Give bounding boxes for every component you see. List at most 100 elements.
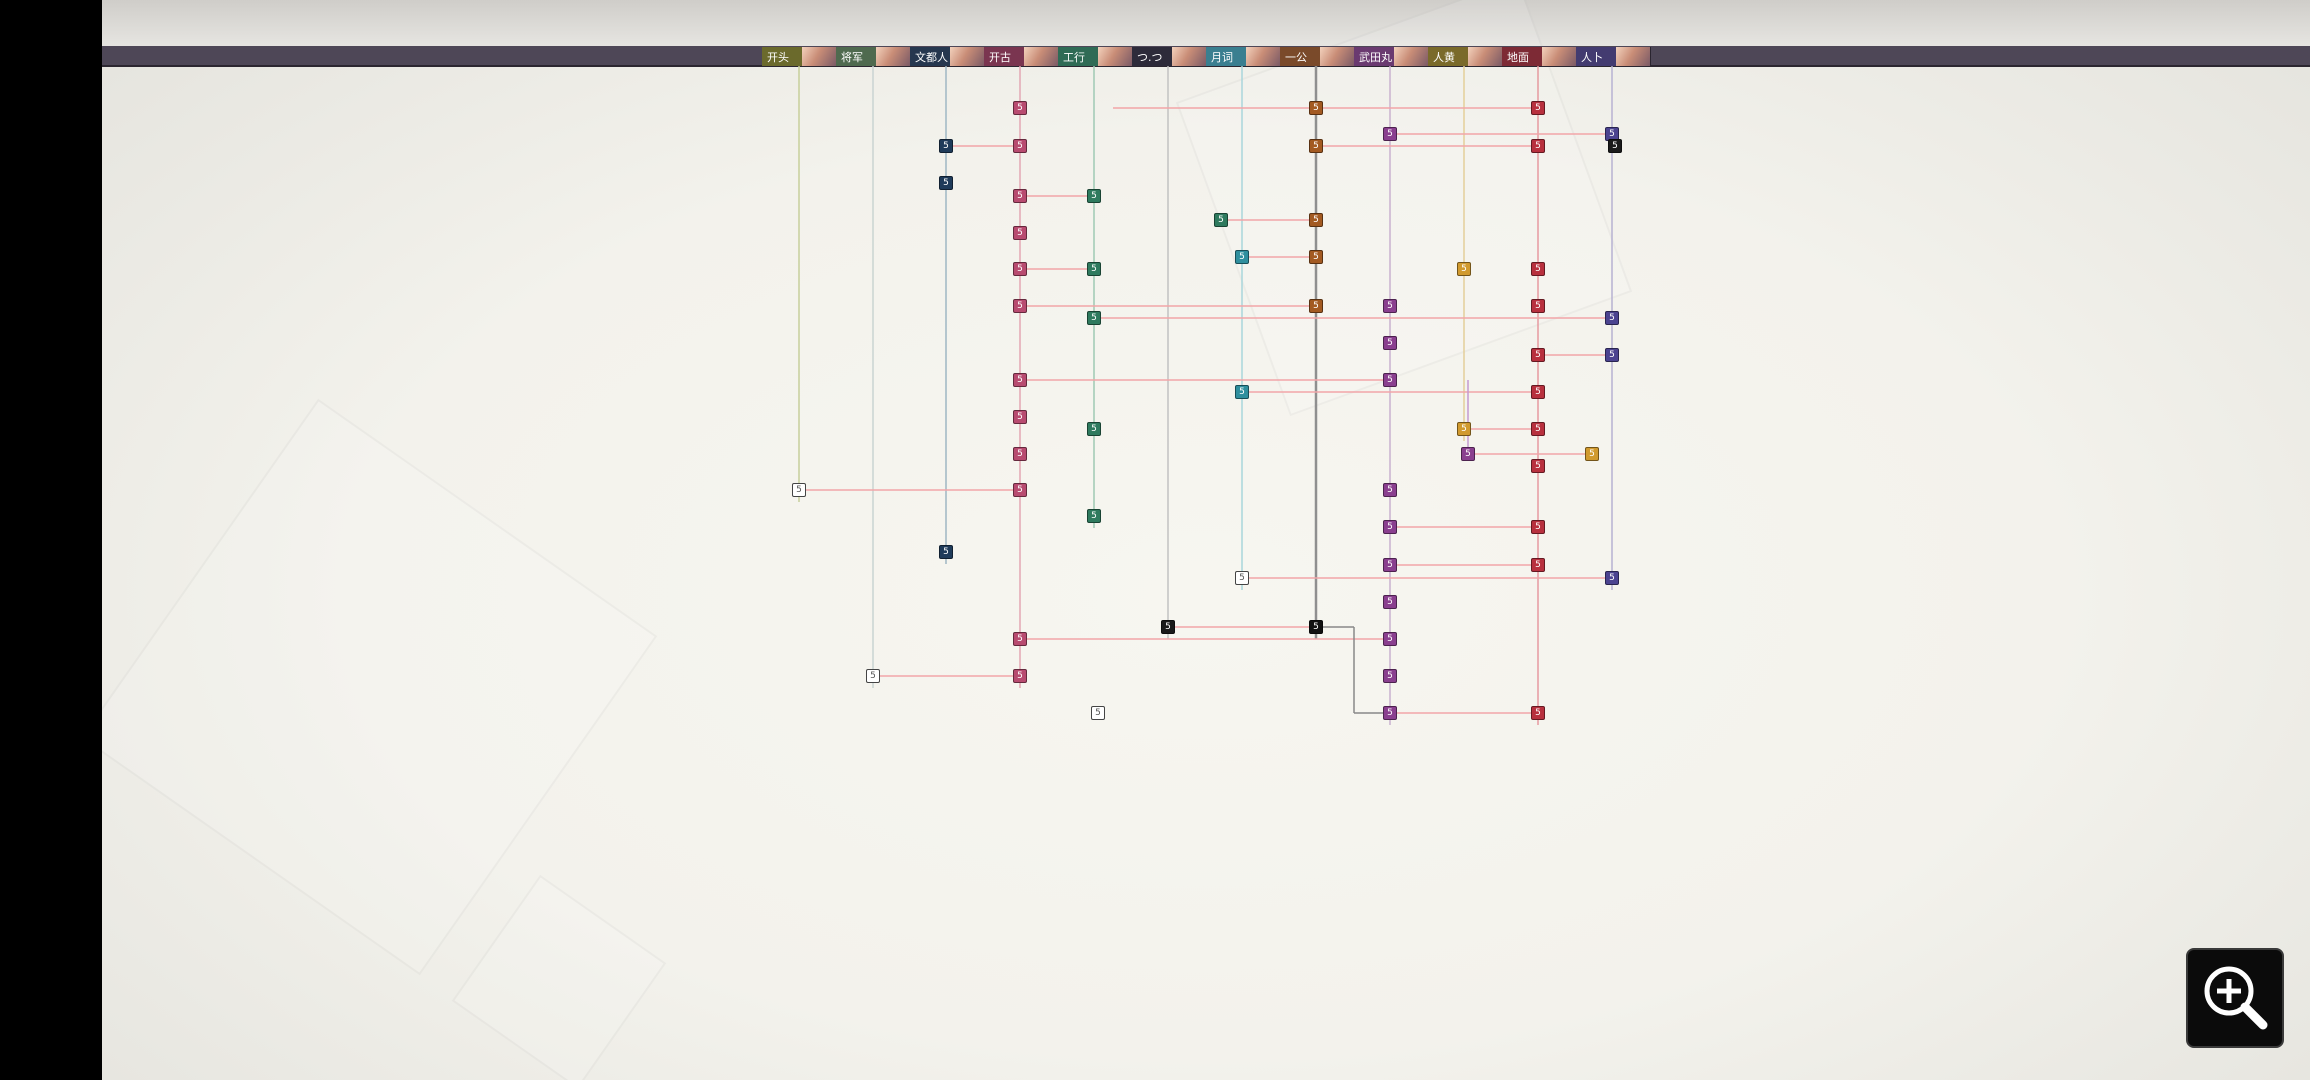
stage-node[interactable]: 5 [1531,558,1545,572]
stage-node[interactable]: 5 [792,483,806,497]
chapter-tab-label: 一公 [1285,50,1307,64]
stage-node[interactable]: 5 [1383,299,1397,313]
stage-node[interactable]: 5 [1531,520,1545,534]
character-portrait [949,47,984,66]
stage-node-glyph: 5 [1609,312,1615,323]
stage-node-glyph: 5 [1387,559,1393,570]
character-portrait [1245,47,1280,66]
stage-node[interactable]: 5 [1013,226,1027,240]
stage-node[interactable]: 5 [1309,299,1323,313]
stage-node[interactable]: 5 [939,545,953,559]
stage-node[interactable]: 5 [1383,520,1397,534]
stage-node[interactable]: 5 [1087,189,1101,203]
stage-node[interactable]: 5 [1013,669,1027,683]
stage-node[interactable]: 5 [1457,422,1471,436]
stage-node[interactable]: 5 [1013,299,1027,313]
character-portrait [1023,47,1058,66]
stage-node[interactable]: 5 [1531,385,1545,399]
stage-node[interactable]: 5 [1383,669,1397,683]
stage-node[interactable]: 5 [1013,410,1027,424]
stage-node-glyph: 5 [1535,559,1541,570]
stage-node[interactable]: 5 [1383,127,1397,141]
stage-node-glyph: 5 [1239,572,1245,583]
zoom-in-button[interactable] [2186,948,2284,1048]
stage-node[interactable]: 5 [1013,101,1027,115]
stage-node[interactable]: 5 [1461,447,1475,461]
stage-node[interactable]: 5 [1309,101,1323,115]
chapter-tab[interactable]: 人卜 [1576,47,1651,66]
chapter-tab[interactable]: 将军 [836,47,911,66]
chapter-tab[interactable]: 人黄 [1428,47,1503,66]
stage-node-glyph: 5 [1387,596,1393,607]
stage-node[interactable]: 5 [1531,299,1545,313]
stage-node[interactable]: 5 [1309,139,1323,153]
stage-node[interactable]: 5 [1087,311,1101,325]
chapter-tab-label: 开头 [767,50,789,64]
stage-node[interactable]: 5 [1013,262,1027,276]
stage-node[interactable]: 5 [1383,336,1397,350]
stage-node-glyph: 5 [943,140,949,151]
stage-node[interactable]: 5 [1013,447,1027,461]
stage-node[interactable]: 5 [1605,311,1619,325]
chapter-tab-label: 文都人 [915,50,948,64]
chapter-tab[interactable]: 开头 [762,47,837,66]
stage-node-glyph: 5 [1165,621,1171,632]
character-portrait [1615,47,1650,66]
stage-node-glyph: 5 [870,670,876,681]
stage-node-glyph: 5 [1313,214,1319,225]
character-portrait [875,47,910,66]
chapter-tab[interactable]: 武田丸 [1354,47,1429,66]
stage-node-glyph: 5 [1387,521,1393,532]
stage-node[interactable]: 5 [1383,706,1397,720]
stage-node[interactable]: 5 [866,669,880,683]
stage-node[interactable]: 5 [1605,571,1619,585]
stage-node[interactable]: 5 [1531,348,1545,362]
stage-node-glyph: 5 [1387,484,1393,495]
stage-node[interactable]: 5 [1091,706,1105,720]
stage-node[interactable]: 5 [1214,213,1228,227]
stage-node-glyph: 5 [1387,128,1393,139]
stage-node[interactable]: 5 [1161,620,1175,634]
stage-node[interactable]: 5 [1013,373,1027,387]
zoom-in-icon [2204,966,2268,1030]
chapter-tab[interactable]: 工行 [1058,47,1133,66]
stage-node[interactable]: 5 [939,139,953,153]
stage-node[interactable]: 5 [1383,632,1397,646]
stage-node[interactable]: 5 [1457,262,1471,276]
stage-node-glyph: 5 [1017,411,1023,422]
stage-node[interactable]: 5 [1309,620,1323,634]
stage-node[interactable]: 5 [1235,571,1249,585]
stage-node-glyph: 5 [1017,300,1023,311]
stage-node[interactable]: 5 [1531,101,1545,115]
stage-node[interactable]: 5 [939,176,953,190]
stage-node[interactable]: 5 [1013,139,1027,153]
stage-node[interactable]: 5 [1585,447,1599,461]
stage-node[interactable]: 5 [1531,139,1545,153]
stage-node[interactable]: 5 [1531,706,1545,720]
stage-node[interactable]: 5 [1013,632,1027,646]
stage-node-glyph: 5 [1612,140,1618,151]
stage-node[interactable]: 5 [1383,595,1397,609]
stage-node[interactable]: 5 [1235,385,1249,399]
stage-node[interactable]: 5 [1383,558,1397,572]
stage-node[interactable]: 5 [1309,250,1323,264]
stage-node[interactable]: 5 [1383,483,1397,497]
stage-node[interactable]: 5 [1608,139,1622,153]
stage-node-glyph: 5 [1387,633,1393,644]
stage-node[interactable]: 5 [1087,262,1101,276]
chapter-tab[interactable]: 一公 [1280,47,1355,66]
stage-node[interactable]: 5 [1531,422,1545,436]
stage-node[interactable]: 5 [1087,422,1101,436]
stage-node[interactable]: 5 [1531,459,1545,473]
stage-node[interactable]: 5 [1605,348,1619,362]
stage-node[interactable]: 5 [1383,373,1397,387]
level-map-canvas[interactable]: 开头 将军 文都人 开古 工行 つ.つ 月词 一公 武田丸 人黄 地面 人卜 5 5 5 5 5 5 5 5 5 5 5 5… [102,0,2310,1080]
stage-node[interactable]: 5 [1013,189,1027,203]
stage-node-glyph: 5 [1313,102,1319,113]
stage-node[interactable]: 5 [1309,213,1323,227]
stage-node[interactable]: 5 [1013,483,1027,497]
stage-node[interactable]: 5 [1235,250,1249,264]
stage-node[interactable]: 5 [1531,262,1545,276]
stage-node-glyph: 5 [1535,349,1541,360]
stage-node[interactable]: 5 [1087,509,1101,523]
